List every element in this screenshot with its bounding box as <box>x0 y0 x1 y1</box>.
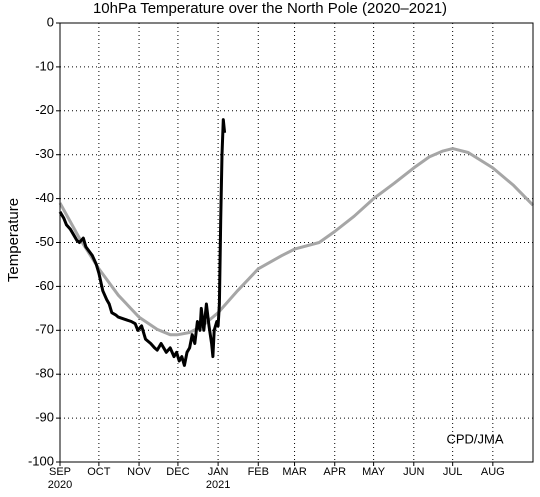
line-series <box>58 147 535 337</box>
line-series <box>58 118 227 367</box>
x-tick-label: DEC <box>166 466 189 478</box>
x-tick-label: JAN <box>208 466 229 478</box>
x-tick-label: MAR <box>282 466 307 478</box>
y-tick-label: -10 <box>35 58 54 73</box>
year-label: 2020 <box>48 479 72 491</box>
x-tick-label: MAY <box>362 466 386 478</box>
x-tick-label: APR <box>323 466 346 478</box>
x-tick-label: FEB <box>248 466 269 478</box>
y-tick-label: -20 <box>35 102 54 117</box>
x-tick-label: JUL <box>443 466 463 478</box>
chart-title: 10hPa Temperature over the North Pole (2… <box>93 0 447 17</box>
x-tick-label: SEP <box>49 466 71 478</box>
x-tick-label: NOV <box>127 466 152 478</box>
annotation: CPD/JMA <box>446 431 503 446</box>
y-tick-label: -40 <box>35 190 54 205</box>
x-tick-label: AUG <box>481 466 505 478</box>
y-tick-label: -30 <box>35 146 54 161</box>
y-tick-label: 0 <box>47 14 54 29</box>
plot-frame <box>59 22 534 463</box>
y-tick-label: -90 <box>35 410 54 425</box>
x-tick-label: JUN <box>403 466 424 478</box>
y-tick-label: -80 <box>35 366 54 381</box>
year-label: 2021 <box>206 479 230 491</box>
x-tick-label: OCT <box>87 466 111 478</box>
y-tick-label: -50 <box>35 234 54 249</box>
y-tick-label: -70 <box>35 322 54 337</box>
y-tick-label: -100 <box>28 453 54 468</box>
y-axis-label: Temperature <box>5 198 22 282</box>
y-tick-label: -60 <box>35 278 54 293</box>
